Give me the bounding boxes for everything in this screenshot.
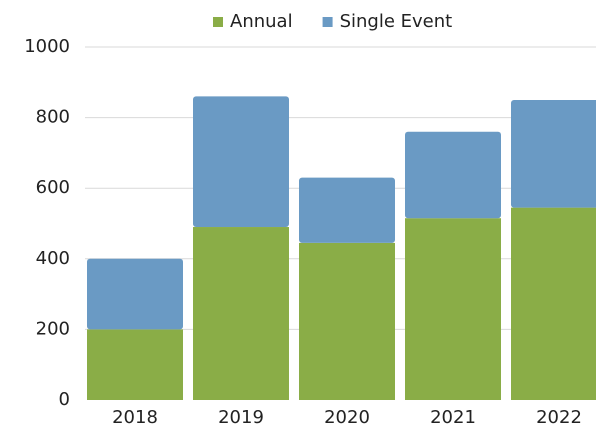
bar-segment [193,96,289,228]
bar-segment [193,227,289,400]
x-tick-label: 2021 [430,407,476,428]
x-tick-label: 2019 [218,407,264,428]
bar-segment [299,177,395,243]
bar-segment [299,242,395,400]
y-tick-label: 800 [36,107,70,128]
legend-label: Single Event [340,11,453,32]
x-tick-label: 2020 [324,407,370,428]
bar-segment [87,329,183,400]
y-tick-label: 1000 [24,36,70,57]
bar-segment [405,131,501,219]
legend-swatch [322,17,333,27]
bar-segment [511,99,596,208]
y-tick-label: 600 [36,177,70,198]
x-tick-label: 2022 [536,407,582,428]
bar-segment [405,218,501,400]
y-tick-label: 400 [36,248,70,269]
bar-segment [87,258,183,330]
bar-segment [511,207,596,400]
legend-swatch [213,17,223,27]
x-tick-label: 2018 [112,407,158,428]
legend-label: Annual [230,11,293,32]
y-tick-label: 200 [36,318,70,339]
y-tick-label: 0 [59,389,70,410]
